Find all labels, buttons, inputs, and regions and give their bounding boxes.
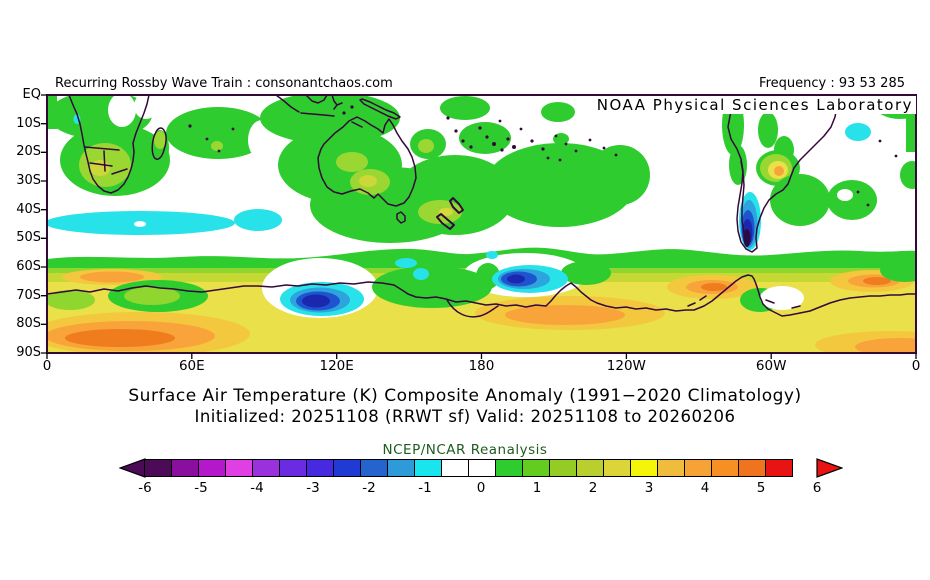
lon-label-0: 0 [42,358,52,374]
lat-label-30s: 30S [16,173,41,188]
cbar-segment-14 [522,459,550,477]
cbar-tick--2: -2 [362,480,376,496]
peninsula-fragments [687,295,801,309]
cbar-segment-20 [684,459,712,477]
new-guinea-coast [359,98,401,120]
cbar-segment-7 [333,459,361,477]
cbar-segment-22 [738,459,766,477]
cbar-tick-3: 3 [644,480,654,496]
ross-shelf-edge [446,299,499,318]
cbar-segment-6 [306,459,334,477]
cbar-right-arrow [816,458,843,478]
cbar-segment-5 [279,459,307,477]
south-america-coast [727,95,839,253]
cbar-left-arrow [119,458,146,478]
lat-label-80s: 80S [16,316,41,332]
cbar-tick--1: -1 [418,480,432,496]
cbar-segment-4 [252,459,280,477]
africa-borders [84,146,128,175]
cold-anomaly-east-antarctica [280,282,364,316]
cbar-tick--3: -3 [306,480,320,496]
lon-label-4: 120W [606,358,646,374]
cbar-segment-3 [225,459,253,477]
lon-label-1: 60E [178,358,205,374]
cbar-tick--6: -6 [138,480,152,496]
lon-label-6: 0 [911,358,921,374]
cbar-segment-2 [198,459,226,477]
cbar-segment-11 [441,459,469,477]
lat-label-50s: 50S [16,230,41,246]
plot-subtitle: Initialized: 20251108 (RRWT sf) Valid: 2… [194,407,736,426]
cbar-segment-18 [630,459,658,477]
cbar-tick-2: 2 [588,480,598,496]
madagascar-coast [151,127,167,160]
lon-label-2: 120E [319,358,354,374]
frequency-text: Frequency : 93 53 285 [759,76,905,91]
agency-label: NOAA Physical Sciences Laboratory [593,96,916,114]
data-source-label: NCEP/NCAR Reanalysis [382,442,548,458]
lat-label-20s: 20S [16,144,41,160]
indonesia-coast [275,95,363,128]
cbar-segment-12 [468,459,496,477]
cbar-segment-21 [711,459,739,477]
map-frame [41,94,917,359]
cbar-segment-0 [144,459,172,477]
cbar-segment-23 [765,459,793,477]
tasmania-coast [396,211,406,224]
lon-label-3: 180 [468,358,495,374]
cbar-segment-17 [603,459,631,477]
antarctica-coast [47,274,916,317]
lat-label-10s: 10S [16,115,41,131]
cbar-tick-0: 0 [476,480,486,496]
cold-anomaly-patagonia [733,182,771,254]
cbar-segment-8 [360,459,388,477]
cold-anomaly-south-pacific [492,265,568,293]
cbar-tick--5: -5 [194,480,208,496]
cbar-tick-6: 6 [812,480,822,496]
cbar-tick-1: 1 [532,480,542,496]
andes-border [740,160,747,242]
cbar-tick-4: 4 [700,480,710,496]
lat-label-eq: EQ [22,87,41,102]
lon-label-5: 60W [755,358,787,374]
cbar-segment-16 [576,459,604,477]
island-dots [188,105,898,207]
cbar-segment-15 [549,459,577,477]
lat-label-60s: 60S [16,259,41,274]
australia-coast [317,116,417,207]
coastlines [47,95,916,318]
new-zealand-coast [436,197,464,230]
map-layers [47,95,916,353]
lat-label-90s: 90S [16,345,41,360]
lat-label-40s: 40S [16,201,41,217]
cbar-segment-10 [414,459,442,477]
cbar-tick-5: 5 [756,480,766,496]
cbar-segment-13 [495,459,523,477]
lat-label-70s: 70S [16,287,41,303]
cbar-segment-19 [657,459,685,477]
cbar-segment-9 [387,459,415,477]
colorbar [144,459,793,477]
cbar-segment-1 [171,459,199,477]
plot-title: Surface Air Temperature (K) Composite An… [128,386,802,406]
cbar-tick--4: -4 [250,480,264,496]
site-attribution-text: Recurring Rossby Wave Train : consonantc… [55,76,393,91]
africa-coast [68,95,150,194]
